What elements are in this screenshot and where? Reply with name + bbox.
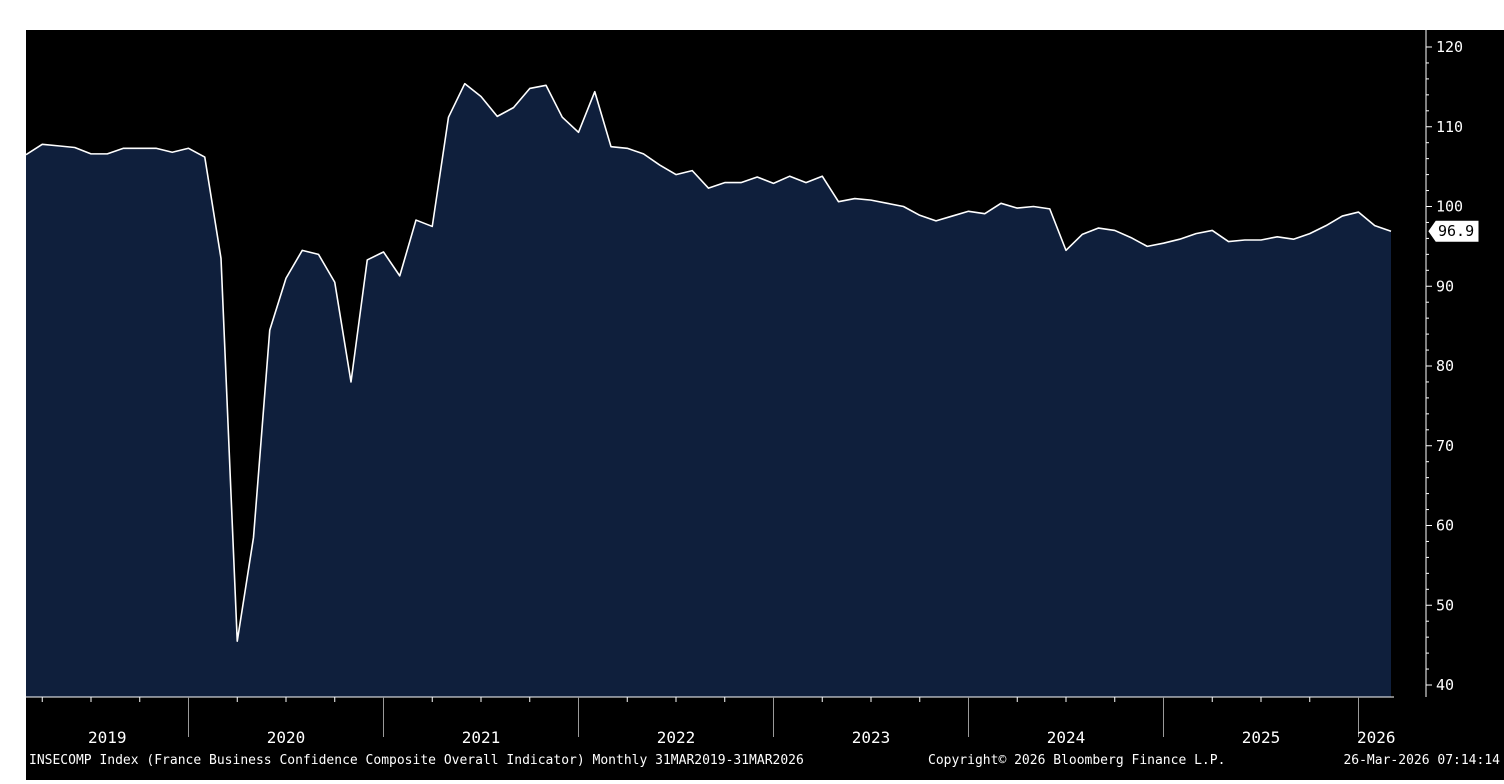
chart-frame: 40 50 60 70 80 90 100 110 120 96.9 2019 2020 2021 20… [26, 30, 1504, 780]
y-tick-label: 50 [1436, 596, 1454, 614]
chart-description: INSECOMP Index (France Business Confiden… [29, 753, 804, 768]
y-tick-label: 60 [1436, 517, 1454, 535]
y-tick-label: 80 [1436, 357, 1454, 375]
x-year-label: 2026 [1357, 728, 1396, 747]
last-value-badge-shape [1428, 220, 1479, 242]
copyright-text: Copyright© 2026 Bloomberg Finance L.P. [928, 753, 1226, 768]
y-tick-label: 90 [1436, 277, 1454, 295]
x-year-label: 2020 [267, 728, 306, 747]
x-year-label: 2022 [657, 728, 696, 747]
last-value-badge: 96.9 [1428, 220, 1479, 242]
y-tick-label: 40 [1436, 676, 1454, 694]
x-year-label: 2023 [852, 728, 891, 747]
y-tick-label: 70 [1436, 437, 1454, 455]
x-axis: 2019 2020 2021 2022 2023 2024 2025 2026 [26, 696, 1396, 747]
x-year-label: 2021 [462, 728, 501, 747]
last-value-label: 96.9 [1438, 222, 1474, 240]
x-year-label: 2019 [88, 728, 127, 747]
area-fill [26, 83, 1391, 698]
y-tick-label: 110 [1436, 118, 1463, 136]
x-year-label: 2025 [1242, 728, 1281, 747]
y-axis: 40 50 60 70 80 90 100 110 120 96.9 [1425, 30, 1479, 697]
plot-area [26, 82, 1392, 698]
y-tick-label: 120 [1436, 38, 1463, 56]
x-year-label: 2024 [1047, 728, 1086, 747]
y-tick-label: 100 [1436, 198, 1463, 216]
timestamp-text: 26-Mar-2026 07:14:14 [1343, 753, 1500, 768]
